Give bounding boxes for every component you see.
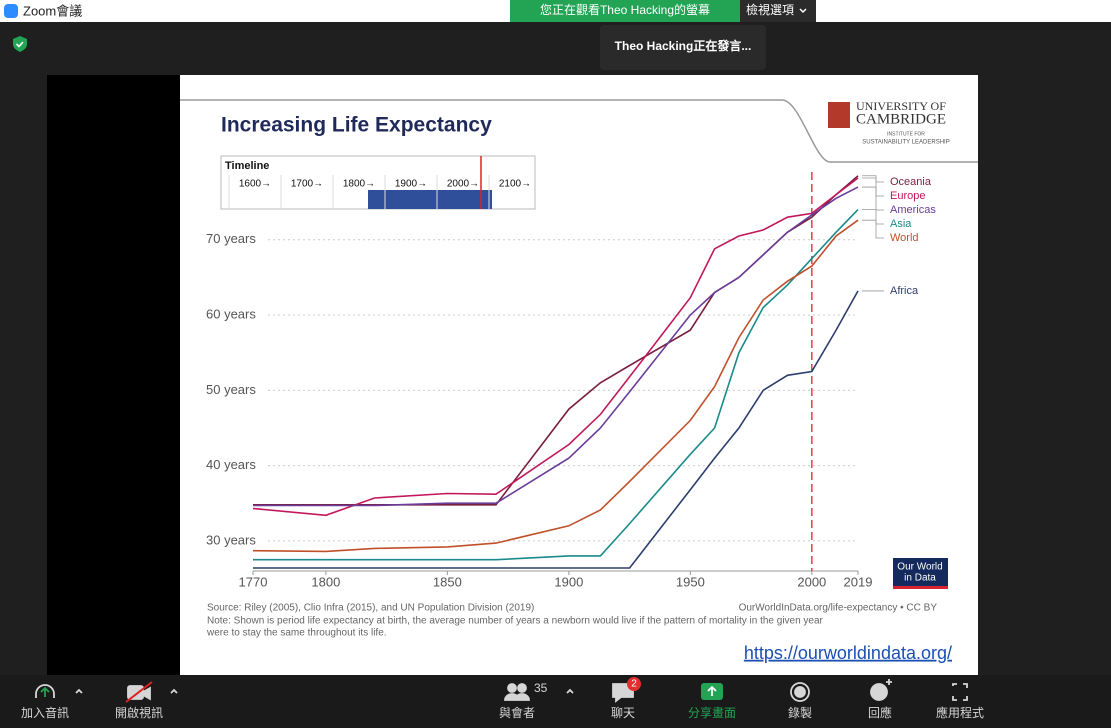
x-tick-label: 1770: [239, 574, 268, 589]
toolbar-label[interactable]: 應用程式: [936, 705, 984, 720]
audio-icon[interactable]: [35, 684, 55, 698]
chevron: [799, 8, 807, 14]
note-text: Note: Shown is period life expectancy at…: [207, 616, 824, 627]
menu-carets[interactable]: [75, 688, 574, 694]
toolbar: [0, 675, 1111, 728]
toolbar-label[interactable]: 開啟視訊: [115, 705, 163, 720]
audio-arrow: [40, 686, 50, 697]
note-text: were to stay the same throughout its lif…: [206, 628, 387, 639]
participants-count: 35: [534, 681, 548, 695]
toolbar-label[interactable]: 回應: [868, 705, 892, 720]
legend-label: Asia: [890, 218, 912, 230]
legend-label: Africa: [890, 285, 919, 297]
label-connector: [862, 219, 884, 239]
credit-text: OurWorldInData.org/life-expectancy • CC …: [739, 603, 938, 614]
logo-line: SUSTAINABILITY LEADERSHIP: [862, 140, 949, 146]
video-icon[interactable]: [127, 685, 144, 700]
x-tick-label: 1850: [433, 574, 462, 589]
x-tick-label: 2019: [844, 574, 873, 589]
y-tick-label: 60 years: [206, 306, 256, 321]
logo-crest: [828, 102, 850, 128]
toolbar-icons: [35, 679, 968, 703]
y-tick-label: 30 years: [206, 532, 256, 547]
participants-icon[interactable]: [507, 683, 517, 693]
series-line: [252, 177, 859, 517]
x-tick-label: 1800: [311, 574, 340, 589]
view-options-text[interactable]: 檢視選項: [746, 2, 794, 17]
y-tick-label: 70 years: [206, 231, 256, 246]
toolbar-label[interactable]: 與會者: [499, 706, 535, 720]
x-tick-label: 1900: [554, 574, 583, 589]
series-line: [253, 209, 859, 561]
apps-icon[interactable]: [952, 683, 968, 701]
timeline-tick: 1700→: [291, 179, 323, 190]
chat-badge-count: 2: [631, 679, 637, 690]
security-shield[interactable]: [13, 36, 27, 52]
x-tick-label: 2000: [797, 574, 826, 589]
record-dot: [794, 686, 806, 698]
logo-line: INSTITUTE FOR: [887, 131, 925, 137]
toolbar-label[interactable]: 加入音訊: [21, 705, 69, 720]
timeline-tick: 1900→: [395, 179, 427, 190]
participants-icon: [517, 683, 527, 693]
slide-title: Increasing Life Expectancy: [221, 114, 492, 137]
timeline-range: [368, 190, 492, 209]
view-options-button[interactable]: [740, 0, 816, 22]
toolbar-label[interactable]: 分享畫面: [688, 705, 736, 720]
x-tick-label: 1950: [676, 574, 705, 589]
timeline-tick: 1800→: [343, 179, 375, 190]
owid-badge-text: in Data: [904, 573, 936, 584]
chat-badge: [627, 677, 641, 691]
toolbar-label[interactable]: 錄製: [788, 705, 812, 720]
toolbar-label[interactable]: 聊天: [611, 706, 635, 720]
timeline-tick: 2100→: [499, 179, 531, 190]
legend-label: Oceania: [890, 176, 932, 188]
slide-header-line: [180, 99, 978, 163]
label-connector: [862, 186, 884, 211]
logo-line: UNIVERSITY OF: [856, 99, 946, 113]
video-off-slash: [125, 681, 153, 703]
shield-check: [15, 41, 24, 48]
app-icon: [4, 4, 18, 18]
speaker-label: Theo Hacking正在發言...: [615, 38, 752, 53]
video-icon-lens: [142, 686, 151, 701]
timeline-tick: 2000→: [447, 179, 479, 190]
owid-badge-text: Our World: [897, 562, 942, 573]
reactions-plus: [886, 679, 892, 685]
legend-label: Europe: [890, 190, 925, 202]
legend-label: Americas: [890, 204, 936, 216]
viewing-banner: [510, 0, 740, 22]
series-line: [252, 219, 859, 553]
logo-line: CAMBRIDGE: [856, 111, 946, 127]
share-arrow: [707, 685, 717, 696]
timeline-tick: 1600→: [239, 179, 271, 190]
label-connector: [862, 209, 884, 225]
timeline: Timeline: [220, 155, 536, 210]
speaker-panel: [600, 25, 766, 70]
reactions-icon[interactable]: [870, 683, 888, 701]
window-title: Zoom會議: [23, 3, 82, 18]
legend-label: World: [890, 232, 919, 244]
source-text: Source: Riley (2005), Clio Infra (2015),…: [207, 603, 534, 614]
record-icon[interactable]: [790, 682, 810, 702]
slide-link[interactable]: https://ourworldindata.org/: [744, 643, 952, 663]
participants-icon: [504, 693, 530, 701]
timeline-label: Timeline: [225, 160, 269, 172]
series-line: [253, 290, 859, 569]
y-tick-label: 40 years: [206, 457, 256, 472]
y-tick-label: 50 years: [206, 382, 256, 397]
series-line: [253, 186, 859, 507]
owid-badge: [893, 558, 948, 589]
owid-badge-stripe: [893, 586, 948, 589]
viewing-banner-text: 您正在觀看Theo Hacking的螢幕: [540, 2, 710, 17]
